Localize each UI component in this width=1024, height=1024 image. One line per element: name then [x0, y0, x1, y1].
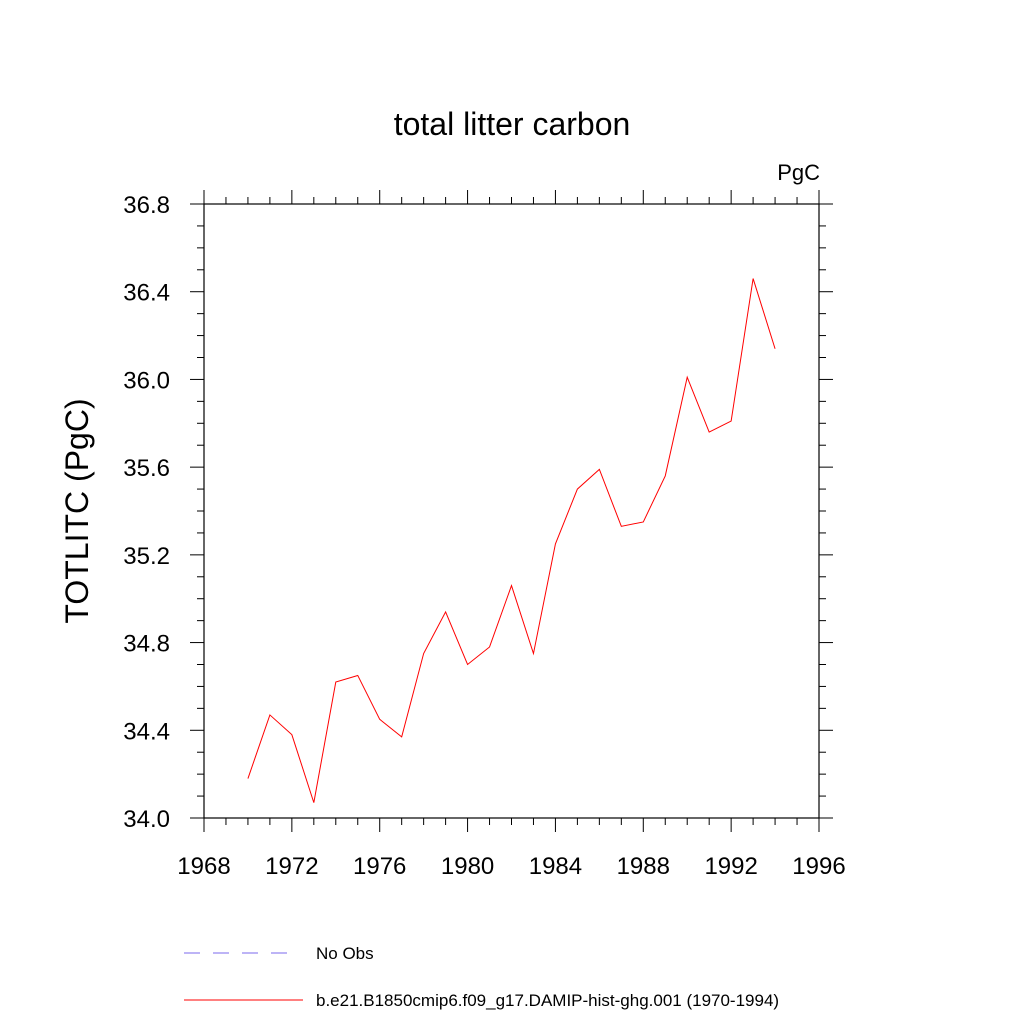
x-tick-labels: 1968 1972 1976 1980 1984 1988 1992 1996: [177, 853, 845, 880]
y-tick-label: 35.6: [123, 455, 170, 482]
axis-ticks: [190, 190, 833, 832]
y-tick-label: 36.4: [123, 280, 170, 307]
y-tick-label: 34.8: [123, 631, 170, 658]
legend: No Obs b.e21.B1850cmip6.f09_g17.DAMIP-hi…: [184, 944, 779, 1010]
units-label: PgC: [777, 160, 820, 185]
x-tick-label: 1988: [617, 853, 670, 880]
y-tick-label: 34.0: [123, 806, 170, 833]
y-tick-label: 34.4: [123, 718, 170, 745]
y-tick-label: 36.8: [123, 192, 170, 219]
x-tick-label: 1996: [792, 853, 845, 880]
x-tick-label: 1992: [704, 853, 757, 880]
x-tick-label: 1984: [529, 853, 582, 880]
data-series: [247, 278, 776, 803]
x-tick-label: 1976: [353, 853, 406, 880]
chart-title: total litter carbon: [394, 106, 631, 142]
legend-label-no-obs: No Obs: [316, 944, 374, 963]
x-tick-label: 1968: [177, 853, 230, 880]
plot-frame: [203, 203, 820, 819]
y-tick-label: 36.0: [123, 367, 170, 394]
x-tick-label: 1972: [265, 853, 318, 880]
x-tick-label: 1980: [441, 853, 494, 880]
legend-label-model: b.e21.B1850cmip6.f09_g17.DAMIP-hist-ghg.…: [316, 991, 779, 1010]
series-line: [247, 278, 776, 803]
y-tick-labels: 34.0 34.4 34.8 35.2 35.6 36.0 36.4 36.8: [123, 192, 170, 833]
y-axis-label: TOTLITC (PgC): [59, 398, 95, 623]
y-tick-label: 35.2: [123, 543, 170, 570]
